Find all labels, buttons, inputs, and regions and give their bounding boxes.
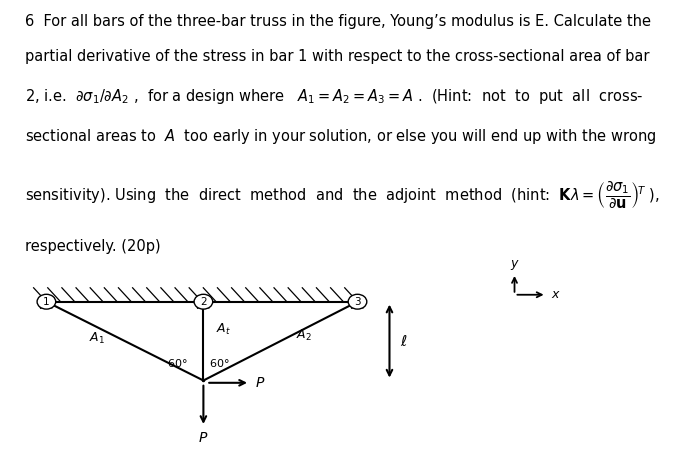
Text: sectional areas to  $\mathit{A}$  too early in your solution, or else you will e: sectional areas to $\mathit{A}$ too earl… bbox=[25, 127, 656, 145]
Circle shape bbox=[194, 294, 213, 309]
Text: $P$: $P$ bbox=[255, 376, 265, 390]
Text: $x$: $x$ bbox=[551, 288, 561, 301]
Text: $60°$: $60°$ bbox=[209, 357, 230, 369]
Text: $A_t$: $A_t$ bbox=[216, 322, 231, 337]
Text: 1: 1 bbox=[43, 297, 50, 307]
Text: 2, i.e.  $\partial\sigma_1/\partial A_2$ ,  for a design where   $A_1 = A_2 = A_: 2, i.e. $\partial\sigma_1/\partial A_2$ … bbox=[25, 87, 643, 106]
Text: 3: 3 bbox=[354, 297, 360, 307]
Text: 6  For all bars of the three-bar truss in the figure, Young’s modulus is E. Calc: 6 For all bars of the three-bar truss in… bbox=[25, 15, 651, 30]
Circle shape bbox=[37, 294, 56, 309]
Text: $y$: $y$ bbox=[510, 258, 519, 272]
Text: $A_1$: $A_1$ bbox=[89, 331, 105, 346]
Text: partial derivative of the stress in bar 1 with respect to the cross-sectional ar: partial derivative of the stress in bar … bbox=[25, 49, 650, 64]
Text: $60°$: $60°$ bbox=[167, 357, 188, 369]
Text: $P$: $P$ bbox=[198, 431, 209, 446]
Text: 2: 2 bbox=[200, 297, 206, 307]
Text: respectively. (20p): respectively. (20p) bbox=[25, 239, 160, 254]
Text: $A_2$: $A_2$ bbox=[296, 328, 312, 343]
Text: $\ell$: $\ell$ bbox=[400, 333, 407, 348]
Text: sensitivity). Using  the  direct  method  and  the  adjoint  method  (hint:  $\m: sensitivity). Using the direct method an… bbox=[25, 180, 659, 211]
Circle shape bbox=[348, 294, 367, 309]
